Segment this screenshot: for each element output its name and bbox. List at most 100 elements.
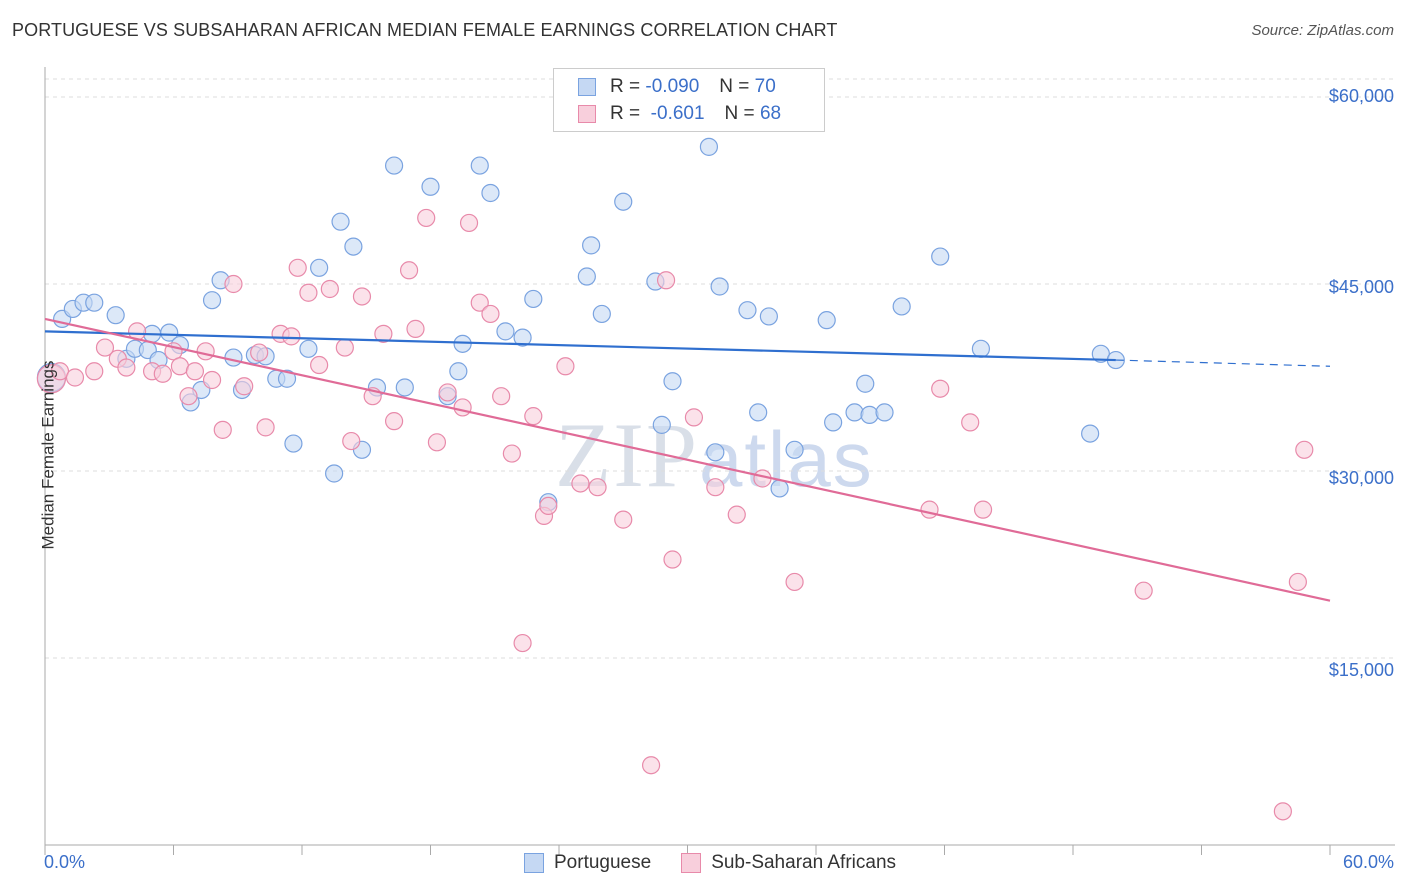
point-subsaharan bbox=[185, 362, 205, 381]
series-swatch-portuguese bbox=[524, 853, 544, 873]
y-tick-15000: $15,000 bbox=[1328, 660, 1394, 680]
point-portuguese bbox=[817, 311, 836, 330]
point-subsaharan bbox=[384, 412, 404, 431]
point-subsaharan bbox=[481, 304, 500, 324]
point-subsaharan bbox=[973, 500, 993, 519]
point-portuguese bbox=[202, 291, 222, 310]
legend-r-portuguese: -0.090 bbox=[645, 76, 700, 97]
series-label-portuguese: Portuguese bbox=[554, 852, 652, 873]
point-subsaharan bbox=[399, 261, 419, 280]
legend-r-subsaharan: -0.601 bbox=[650, 103, 705, 124]
point-portuguese bbox=[663, 372, 682, 391]
point-subsaharan bbox=[1134, 581, 1153, 600]
point-subsaharan bbox=[179, 387, 198, 406]
legend-n-subsaharan: 68 bbox=[759, 103, 782, 124]
y-axis-label: Median Female Earnings bbox=[38, 360, 58, 550]
point-subsaharan bbox=[256, 418, 275, 437]
point-subsaharan bbox=[931, 379, 950, 398]
point-subsaharan bbox=[556, 357, 575, 376]
point-portuguese bbox=[749, 403, 768, 422]
series-legend-subsaharan[interactable]: Sub-Saharan Africans bbox=[681, 852, 896, 874]
correlation-legend: R = -0.090 N = 70 R = -0.601 N = 68 bbox=[553, 68, 825, 132]
point-portuguese bbox=[277, 369, 297, 388]
point-portuguese bbox=[160, 323, 179, 342]
point-subsaharan bbox=[417, 208, 436, 228]
point-subsaharan bbox=[250, 343, 269, 362]
legend-swatch-subsaharan bbox=[578, 105, 596, 123]
legend-n-label: N = bbox=[724, 103, 755, 124]
point-portuguese bbox=[470, 156, 489, 175]
point-subsaharan bbox=[539, 496, 558, 516]
point-subsaharan bbox=[235, 377, 254, 396]
point-subsaharan bbox=[706, 478, 725, 497]
point-portuguese bbox=[449, 362, 468, 381]
point-subsaharan bbox=[85, 362, 104, 381]
point-subsaharan bbox=[224, 274, 243, 294]
point-portuguese bbox=[481, 183, 500, 203]
point-subsaharan bbox=[352, 287, 372, 306]
point-portuguese bbox=[513, 328, 532, 347]
point-portuguese bbox=[592, 304, 611, 324]
point-subsaharan bbox=[153, 364, 172, 383]
point-subsaharan bbox=[438, 383, 457, 402]
point-portuguese bbox=[770, 479, 789, 498]
trendline-portuguese bbox=[44, 330, 1116, 362]
legend-n-portuguese: 70 bbox=[754, 76, 776, 97]
legend-row-subsaharan: R = -0.601 N = 68 bbox=[578, 101, 781, 127]
point-subsaharan bbox=[282, 327, 301, 346]
point-subsaharan bbox=[95, 338, 115, 357]
point-subsaharan bbox=[1273, 802, 1292, 821]
point-subsaharan bbox=[470, 293, 489, 312]
point-subsaharan bbox=[453, 398, 472, 417]
legend-n-label: N = bbox=[719, 76, 750, 97]
point-portuguese bbox=[331, 212, 350, 231]
series-legend-portuguese[interactable]: Portuguese bbox=[524, 852, 651, 874]
point-portuguese bbox=[845, 403, 864, 422]
point-subsaharan bbox=[588, 478, 607, 497]
point-subsaharan bbox=[459, 213, 479, 233]
point-subsaharan bbox=[117, 358, 136, 377]
point-subsaharan bbox=[785, 572, 804, 592]
point-portuguese bbox=[106, 306, 125, 325]
series-label-subsaharan: Sub-Saharan Africans bbox=[711, 852, 897, 873]
point-portuguese bbox=[931, 247, 950, 266]
point-subsaharan bbox=[310, 355, 329, 375]
point-portuguese bbox=[310, 258, 329, 277]
point-portuguese bbox=[524, 289, 543, 309]
legend-r-label: R = bbox=[610, 103, 641, 124]
chart-source: Source: ZipAtlas.com bbox=[1251, 22, 1394, 39]
point-subsaharan bbox=[656, 271, 676, 290]
trendline-subsaharan bbox=[44, 317, 1331, 602]
point-subsaharan bbox=[920, 500, 939, 519]
point-portuguese bbox=[1081, 424, 1100, 443]
point-portuguese bbox=[738, 301, 757, 320]
point-portuguese bbox=[652, 415, 671, 434]
x-tick-max: 60.0% bbox=[1342, 852, 1394, 872]
point-subsaharan bbox=[427, 433, 447, 452]
point-portuguese bbox=[299, 339, 318, 358]
point-portuguese bbox=[706, 443, 725, 462]
point-subsaharan bbox=[727, 505, 746, 524]
point-subsaharan bbox=[65, 368, 85, 387]
point-portuguese bbox=[860, 405, 879, 424]
y-tick-60000: $60,000 bbox=[1328, 86, 1394, 106]
trendline-portuguese-extension bbox=[1115, 359, 1331, 367]
point-subsaharan bbox=[1295, 440, 1314, 459]
point-subsaharan bbox=[299, 283, 318, 302]
point-subsaharan bbox=[641, 756, 661, 775]
chart-title: PORTUGUESE VS SUBSAHARAN AFRICAN MEDIAN … bbox=[12, 20, 838, 40]
legend-swatch-portuguese bbox=[578, 78, 596, 96]
series-legend: Portuguese Sub-Saharan Africans bbox=[524, 852, 926, 874]
y-tick-45000: $45,000 bbox=[1328, 277, 1394, 297]
series-swatch-subsaharan bbox=[681, 853, 702, 873]
point-subsaharan bbox=[502, 444, 521, 463]
point-subsaharan bbox=[213, 420, 232, 439]
point-subsaharan bbox=[614, 510, 633, 529]
point-portuguese bbox=[224, 348, 243, 367]
point-subsaharan bbox=[961, 413, 980, 432]
point-portuguese bbox=[453, 334, 472, 353]
point-subsaharan bbox=[335, 338, 354, 357]
point-portuguese bbox=[892, 297, 911, 316]
x-tick-min: 0.0% bbox=[44, 852, 86, 872]
